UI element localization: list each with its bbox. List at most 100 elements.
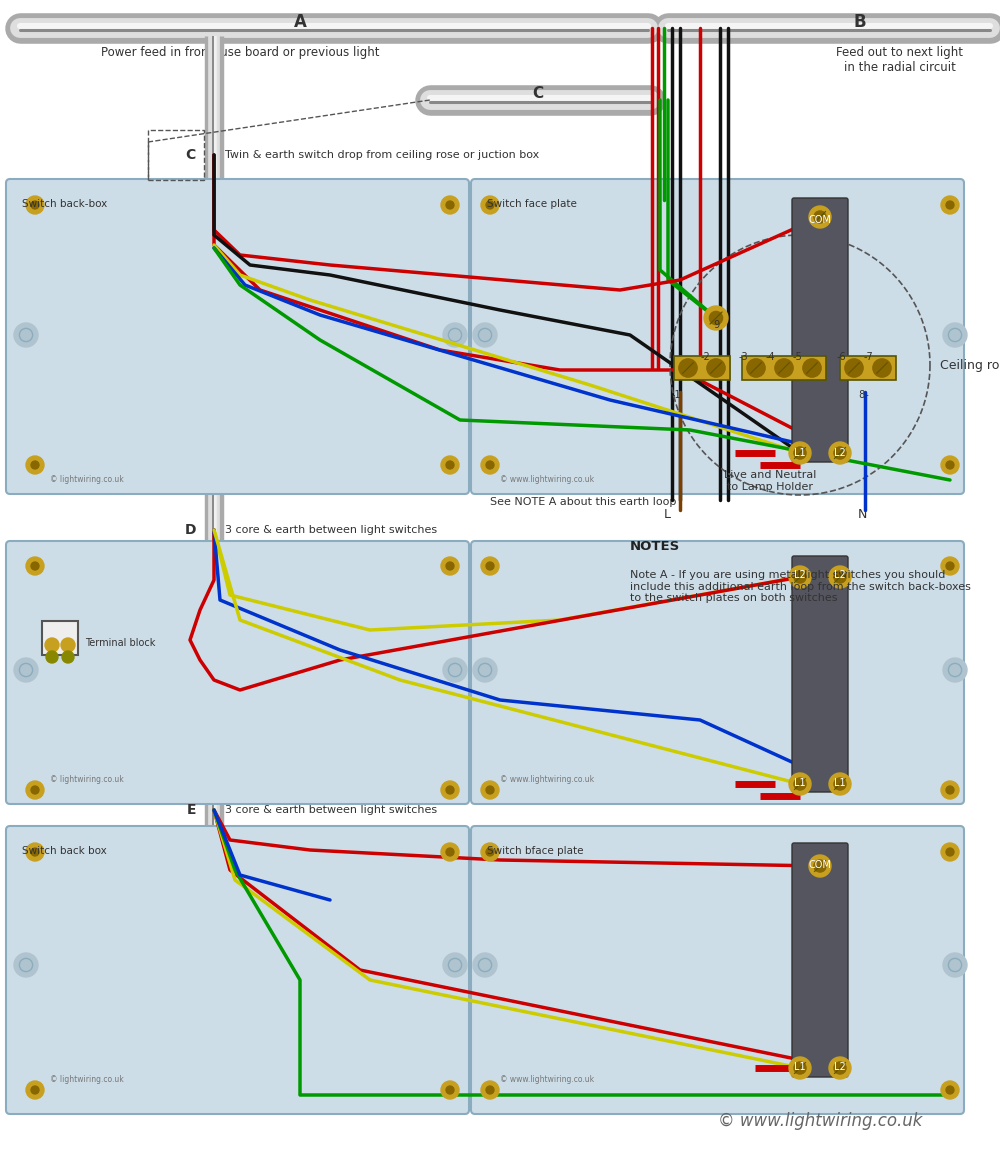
Circle shape <box>481 1081 499 1099</box>
Circle shape <box>946 1086 954 1094</box>
Circle shape <box>814 211 826 223</box>
Circle shape <box>834 1062 846 1074</box>
Circle shape <box>794 447 806 458</box>
Text: Live and Neutral
to Lamp Holder: Live and Neutral to Lamp Holder <box>724 470 816 492</box>
Circle shape <box>481 456 499 473</box>
Text: © lightwiring.co.uk: © lightwiring.co.uk <box>50 475 124 484</box>
Text: NOTES: NOTES <box>630 540 680 553</box>
Text: A: A <box>294 13 306 31</box>
Circle shape <box>481 196 499 214</box>
Circle shape <box>873 359 891 377</box>
Circle shape <box>486 848 494 856</box>
Circle shape <box>441 843 459 861</box>
Circle shape <box>943 323 967 347</box>
Text: Note A - If you are using metal light switches you should
include this additiona: Note A - If you are using metal light sw… <box>630 570 971 604</box>
Text: L1: L1 <box>834 778 846 788</box>
Circle shape <box>794 571 806 583</box>
Text: © lightwiring.co.uk: © lightwiring.co.uk <box>50 1075 124 1084</box>
Circle shape <box>789 566 811 588</box>
Circle shape <box>829 773 851 795</box>
Circle shape <box>941 196 959 214</box>
Circle shape <box>789 1058 811 1079</box>
Text: © lightwiring.co.uk: © lightwiring.co.uk <box>50 775 124 785</box>
Text: L2: L2 <box>794 570 806 579</box>
Circle shape <box>31 461 39 469</box>
Circle shape <box>709 311 723 325</box>
Circle shape <box>31 1086 39 1094</box>
FancyBboxPatch shape <box>6 179 469 494</box>
Text: -6: -6 <box>836 353 846 362</box>
Circle shape <box>26 196 44 214</box>
Text: Twin & earth switch drop from ceiling rose or juction box: Twin & earth switch drop from ceiling ro… <box>225 150 539 160</box>
Circle shape <box>941 781 959 799</box>
Text: 8-: 8- <box>856 391 868 400</box>
Text: -7: -7 <box>863 353 873 362</box>
Text: E: E <box>186 803 196 817</box>
Circle shape <box>26 1081 44 1099</box>
Circle shape <box>473 658 497 682</box>
FancyBboxPatch shape <box>840 356 896 380</box>
Circle shape <box>941 456 959 473</box>
FancyBboxPatch shape <box>471 179 964 494</box>
FancyBboxPatch shape <box>471 826 964 1114</box>
Circle shape <box>803 359 821 377</box>
Text: 3 core & earth between light switches: 3 core & earth between light switches <box>225 525 437 535</box>
Circle shape <box>486 562 494 570</box>
Text: See NOTE A about this earth loop: See NOTE A about this earth loop <box>490 497 676 507</box>
Text: COM: COM <box>809 215 831 225</box>
Circle shape <box>481 781 499 799</box>
Text: Power feed in from fuse board or previous light: Power feed in from fuse board or previou… <box>101 46 379 59</box>
Circle shape <box>441 196 459 214</box>
Circle shape <box>829 566 851 588</box>
Text: L1: L1 <box>794 448 806 458</box>
Text: Switch face plate: Switch face plate <box>487 199 577 209</box>
FancyBboxPatch shape <box>792 843 848 1077</box>
Circle shape <box>446 461 454 469</box>
Circle shape <box>704 306 728 329</box>
Circle shape <box>845 359 863 377</box>
Text: Terminal block: Terminal block <box>85 638 155 647</box>
Circle shape <box>443 658 467 682</box>
Text: -1: -1 <box>671 391 681 400</box>
Text: © www.lightwiring.co.uk: © www.lightwiring.co.uk <box>500 1075 594 1084</box>
Circle shape <box>794 778 806 790</box>
Circle shape <box>834 571 846 583</box>
Circle shape <box>31 786 39 794</box>
Circle shape <box>789 773 811 795</box>
Circle shape <box>941 1081 959 1099</box>
Circle shape <box>775 359 793 377</box>
Circle shape <box>829 1058 851 1079</box>
Text: L1: L1 <box>794 778 806 788</box>
Text: -3: -3 <box>738 353 748 362</box>
Text: © www.lightwiring.co.uk: © www.lightwiring.co.uk <box>718 1112 922 1130</box>
Text: Switch bface plate: Switch bface plate <box>487 846 584 856</box>
Text: N: N <box>858 508 867 521</box>
FancyBboxPatch shape <box>792 198 848 462</box>
Circle shape <box>486 202 494 209</box>
Circle shape <box>486 786 494 794</box>
Circle shape <box>809 206 831 228</box>
Text: 9: 9 <box>711 320 721 329</box>
Text: C: C <box>532 86 544 101</box>
Circle shape <box>946 461 954 469</box>
Circle shape <box>707 359 725 377</box>
Circle shape <box>446 848 454 856</box>
Circle shape <box>943 658 967 682</box>
Circle shape <box>441 558 459 575</box>
Circle shape <box>31 848 39 856</box>
Circle shape <box>443 323 467 347</box>
Circle shape <box>481 558 499 575</box>
FancyBboxPatch shape <box>742 356 826 380</box>
Circle shape <box>794 1062 806 1074</box>
Circle shape <box>446 1086 454 1094</box>
Circle shape <box>679 359 697 377</box>
Circle shape <box>473 953 497 977</box>
Text: 3 core & earth between light switches: 3 core & earth between light switches <box>225 805 437 814</box>
Circle shape <box>747 359 765 377</box>
Circle shape <box>941 558 959 575</box>
Text: Switch back-box: Switch back-box <box>22 199 107 209</box>
Circle shape <box>26 558 44 575</box>
Circle shape <box>473 323 497 347</box>
Circle shape <box>941 843 959 861</box>
Circle shape <box>834 447 846 458</box>
